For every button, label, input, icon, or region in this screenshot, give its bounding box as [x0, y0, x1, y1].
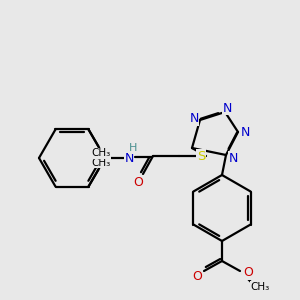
Text: N: N — [228, 152, 238, 164]
Text: N: N — [189, 112, 199, 125]
Text: N: N — [222, 101, 232, 115]
Text: S: S — [197, 149, 205, 163]
Text: O: O — [192, 271, 202, 284]
Text: O: O — [133, 176, 143, 188]
Text: CH₃: CH₃ — [250, 282, 270, 292]
Text: CH₃: CH₃ — [91, 148, 110, 158]
Text: H: H — [129, 143, 137, 153]
Text: O: O — [243, 266, 253, 280]
Text: N: N — [124, 152, 134, 166]
Text: CH₃: CH₃ — [91, 158, 110, 168]
Text: N: N — [240, 127, 250, 140]
